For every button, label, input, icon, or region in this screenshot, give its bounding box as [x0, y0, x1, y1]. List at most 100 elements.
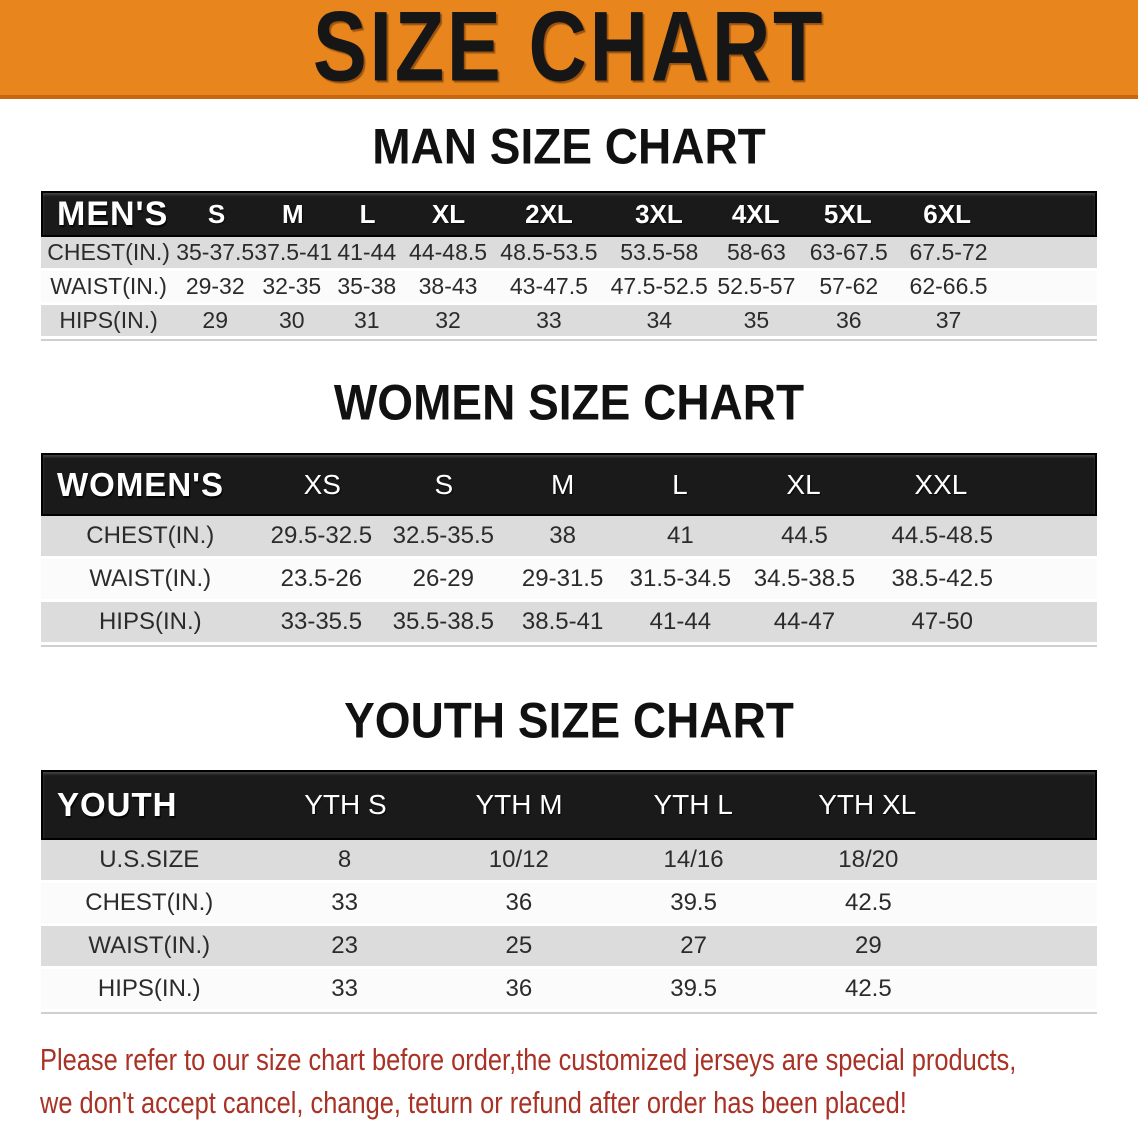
cell-value: 39.5 — [670, 975, 717, 1002]
cell-value: 26-29 — [412, 565, 474, 592]
cell-value: 41-44 — [337, 239, 397, 265]
cell-value: 37 — [935, 307, 962, 333]
banner-title: SIZE CHART — [312, 0, 826, 103]
men-size-table: MEN'S S M L XL 2XL 3XL 4XL 5XL 6XL CHEST(IN.) 35-37… — [41, 191, 1097, 341]
cell-value: 33 — [536, 307, 562, 333]
cell-value: 36 — [505, 889, 533, 916]
women-size-section: WOMEN SIZE CHART WOMEN'S XS S M L XL XXL CHEST(… — [0, 373, 1138, 647]
cell-value: 23 — [331, 932, 358, 959]
youth-section-heading: YOUTH SIZE CHART — [344, 691, 794, 749]
table-header-row: WOMEN'S XS S M L XL XXL — [41, 453, 1097, 516]
cell-value: 38.5-42.5 — [891, 565, 993, 592]
table-row: HIPS(IN.) 33 36 39.5 42.5 — [41, 969, 1097, 1009]
column-header: YTH L — [653, 789, 733, 820]
column-header: S — [434, 468, 454, 500]
cell-value: 35-37.5 — [176, 239, 255, 265]
cell-value: 38.5-41 — [521, 608, 604, 635]
column-header: 4XL — [731, 198, 780, 229]
table-row: HIPS(IN.) 29 30 31 32 33 34 35 36 37 — [41, 305, 1097, 336]
cell-value: 44-48.5 — [409, 239, 488, 265]
cell-value: 52.5-57 — [717, 273, 796, 299]
disclaimer-line-1: Please refer to our size chart before or… — [40, 1042, 1017, 1077]
youth-size-table: YOUTH YTH S YTH M YTH L YTH XL U.S.SIZE 8 10/12… — [41, 770, 1097, 1014]
cell-value: 31.5-34.5 — [629, 565, 732, 592]
row-label: U.S.SIZE — [99, 846, 200, 873]
table-row: WAIST(IN.) 23.5-26 26-29 29-31.5 31.5-34.5 34… — [41, 559, 1097, 599]
cell-value: 35.5-38.5 — [392, 608, 495, 635]
column-header: 5XL — [823, 198, 872, 229]
column-header: 2XL — [525, 198, 573, 229]
table-corner-label: MEN'S — [57, 194, 169, 233]
cell-value: 27 — [680, 932, 707, 959]
column-header: YTH S — [304, 789, 387, 820]
column-header: 3XL — [635, 198, 683, 229]
table-row: CHEST(IN.) 29.5-32.5 32.5-35.5 38 41 44.5 44.5… — [41, 516, 1097, 556]
cell-value: 23.5-26 — [280, 565, 363, 592]
cell-value: 29.5-32.5 — [270, 522, 373, 549]
row-label: WAIST(IN.) — [50, 273, 167, 299]
size-chart-banner: SIZE CHART — [0, 0, 1138, 102]
cell-value: 10/12 — [488, 846, 549, 873]
column-header: XXL — [914, 468, 968, 500]
men-size-section: MAN SIZE CHART MEN'S S M L XL 2XL 3XL 4XL 5XL 6XL… — [0, 119, 1138, 341]
row-label: WAIST(IN.) — [89, 565, 212, 592]
column-header: 6XL — [923, 198, 971, 229]
cell-value: 38-43 — [418, 273, 478, 299]
column-header: YTH M — [475, 789, 563, 820]
cell-value: 41 — [667, 522, 694, 549]
cell-value: 35-38 — [337, 273, 397, 299]
column-header: XS — [303, 468, 341, 500]
cell-value: 33-35.5 — [280, 608, 363, 635]
cell-value: 36 — [835, 307, 862, 333]
column-header: M — [281, 198, 304, 229]
cell-value: 44.5 — [781, 522, 828, 549]
disclaimer-text: Please refer to our size chart before or… — [40, 1038, 1138, 1124]
cell-value: 33 — [331, 889, 358, 916]
disclaimer-line-2: we don't accept cancel, change, teturn o… — [40, 1085, 907, 1120]
cell-value: 37.5-41 — [254, 239, 333, 265]
cell-value: 30 — [278, 307, 305, 333]
column-header: M — [550, 468, 575, 500]
cell-value: 29-32 — [185, 273, 245, 299]
cell-value: 39.5 — [670, 889, 717, 916]
table-header-row: YOUTH YTH S YTH M YTH L YTH XL — [41, 770, 1097, 840]
cell-value: 8 — [337, 846, 352, 873]
cell-value: 47.5-52.5 — [610, 273, 708, 299]
row-label: WAIST(IN.) — [88, 932, 211, 959]
cell-value: 43-47.5 — [509, 273, 588, 299]
cell-value: 32-35 — [262, 273, 322, 299]
column-header: YTH XL — [818, 789, 917, 820]
cell-value: 34.5-38.5 — [753, 565, 856, 592]
cell-value: 38 — [549, 522, 576, 549]
cell-value: 29 — [854, 932, 882, 959]
cell-value: 29-31.5 — [521, 565, 604, 592]
cell-value: 36 — [505, 975, 533, 1002]
cell-value: 63-67.5 — [809, 239, 888, 265]
cell-value: 53.5-58 — [620, 239, 699, 265]
cell-value: 41-44 — [649, 608, 712, 635]
row-label: CHEST(IN.) — [47, 239, 170, 265]
cell-value: 14/16 — [663, 846, 724, 873]
cell-value: 67.5-72 — [909, 239, 988, 265]
cell-value: 58-63 — [726, 239, 786, 265]
row-label: HIPS(IN.) — [98, 608, 202, 635]
cell-value: 47-50 — [911, 608, 973, 635]
cell-value: 57-62 — [819, 273, 879, 299]
cell-value: 62-66.5 — [909, 273, 988, 299]
column-header: S — [207, 198, 226, 229]
table-corner-label: WOMEN'S — [57, 465, 225, 503]
cell-value: 32 — [435, 307, 461, 333]
row-label: CHEST(IN.) — [85, 889, 214, 916]
table-row: WAIST(IN.) 29-32 32-35 35-38 38-43 43-47.5 47.… — [41, 271, 1097, 302]
table-header-row: MEN'S S M L XL 2XL 3XL 4XL 5XL 6XL — [41, 191, 1097, 237]
women-section-heading: WOMEN SIZE CHART — [333, 373, 805, 431]
column-header: L — [359, 198, 376, 229]
column-header: XL — [786, 468, 821, 500]
column-header: XL — [431, 198, 466, 229]
women-size-table: WOMEN'S XS S M L XL XXL CHEST(IN.) 29.5-32.5 32.5… — [41, 453, 1097, 647]
table-row: WAIST(IN.) 23 25 27 29 — [41, 926, 1097, 966]
cell-value: 32.5-35.5 — [392, 522, 495, 549]
table-row: CHEST(IN.) 35-37.5 37.5-41 41-44 44-48.5 48.5… — [41, 237, 1097, 268]
table-corner-label: YOUTH — [57, 786, 178, 823]
cell-value: 48.5-53.5 — [500, 239, 598, 265]
